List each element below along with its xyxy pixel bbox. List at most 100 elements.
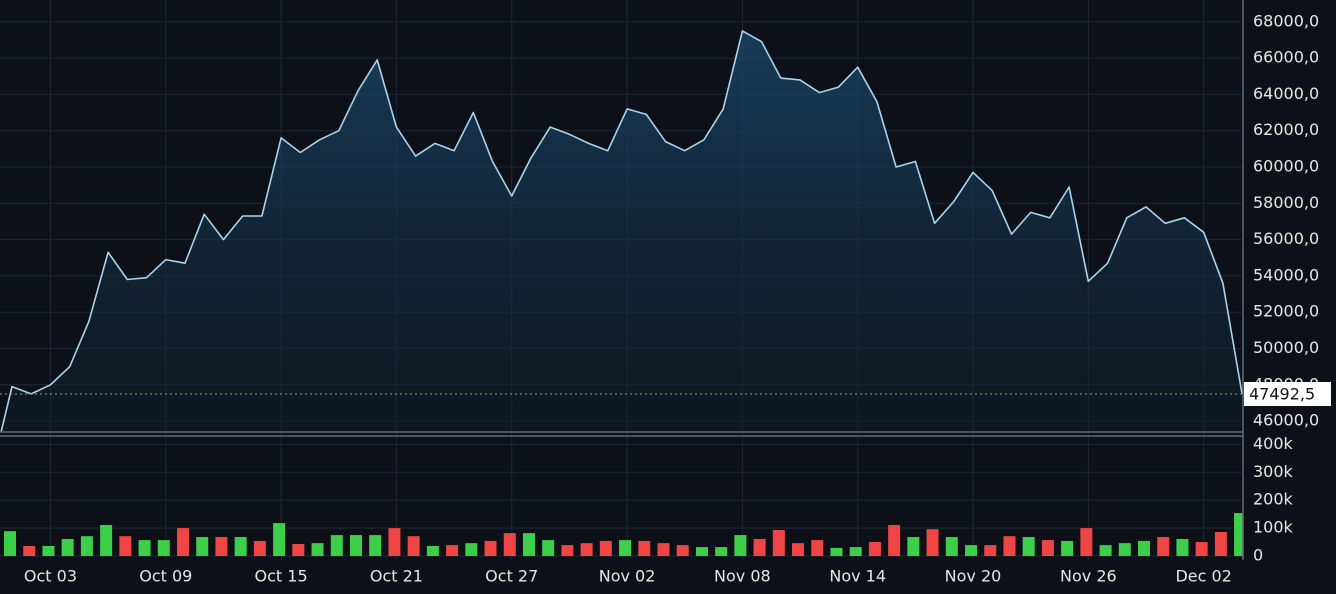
x-tick-label: Nov 02 <box>599 567 656 586</box>
volume-bar <box>138 540 151 556</box>
volume-bar <box>984 545 997 556</box>
volume-bar <box>446 545 459 556</box>
y-tick-label: 200k <box>1253 490 1294 509</box>
x-tick-label: Oct 21 <box>370 567 423 586</box>
volume-bar <box>965 545 978 556</box>
volume-bar <box>1214 532 1227 556</box>
volume-bar <box>1080 528 1093 556</box>
y-tick-label: 52000,0 <box>1253 302 1319 321</box>
x-tick-label: Nov 08 <box>714 567 771 586</box>
volume-bar <box>695 547 708 556</box>
volume-bar <box>945 537 958 556</box>
y-tick-label: 68000,0 <box>1253 11 1319 30</box>
volume-bar <box>1061 540 1074 556</box>
volume-bar <box>503 533 516 556</box>
y-tick-label: 58000,0 <box>1253 193 1319 212</box>
y-tick-label: 300k <box>1253 462 1294 481</box>
volume-bar <box>830 547 843 556</box>
volume-bar <box>234 537 247 556</box>
volume-bar <box>734 535 747 556</box>
y-tick-label: 64000,0 <box>1253 84 1319 103</box>
volume-bar <box>1022 537 1035 556</box>
last-price-box <box>1244 382 1331 407</box>
volume-bar <box>349 535 362 556</box>
volume-bar <box>638 540 651 556</box>
volume-bar <box>1176 538 1189 556</box>
y-tick-label: 100k <box>1253 518 1294 537</box>
volume-bar <box>792 543 805 556</box>
volume-bar <box>253 540 266 556</box>
volume-bar <box>465 543 478 556</box>
volume-bar <box>61 538 74 556</box>
volume-bar <box>676 545 689 556</box>
volume-bar <box>4 531 17 556</box>
volume-bar <box>599 540 612 556</box>
x-tick-label: Nov 26 <box>1060 567 1117 586</box>
x-tick-label: Oct 03 <box>24 567 77 586</box>
y-tick-label: 400k <box>1253 434 1294 453</box>
volume-bar <box>811 540 824 556</box>
volume-bar <box>715 547 728 556</box>
volume-bar <box>23 545 36 556</box>
volume-bar <box>369 535 382 556</box>
labels: Oct 03 Oct 09 Oct 15 Oct 21 Oct 27 Nov 02 Nov … <box>0 11 1331 586</box>
volume-panel <box>4 513 1243 556</box>
volume-bar <box>888 525 901 556</box>
volume-bar <box>388 528 401 556</box>
volume-bar <box>330 535 343 556</box>
area <box>0 30 1243 432</box>
volume-bar <box>1157 537 1170 556</box>
y-tick-label: 56000,0 <box>1253 229 1319 248</box>
x-tick-label: Nov 20 <box>945 567 1002 586</box>
volume-bar <box>619 540 632 556</box>
y-tick-label: 54000,0 <box>1253 265 1319 284</box>
volume-bar <box>926 529 939 556</box>
volume-bar <box>868 542 881 556</box>
x-tick-label: Dec 02 <box>1175 567 1231 586</box>
x-tick-label: Oct 09 <box>139 567 192 586</box>
volume-bar <box>522 533 535 556</box>
volume-bar <box>42 545 55 556</box>
volume-bar <box>772 530 785 556</box>
volume-bar <box>1041 540 1054 556</box>
volume-bar <box>484 540 497 556</box>
volume-bar <box>100 525 113 556</box>
volume-bar <box>1234 513 1243 556</box>
x-tick-label: Oct 15 <box>255 567 308 586</box>
volume-bar <box>311 543 324 556</box>
price-panel <box>0 30 1243 432</box>
volume-bar <box>1138 540 1150 556</box>
y-tick-label: 66000,0 <box>1253 48 1319 67</box>
x-tick-label: Nov 14 <box>829 567 886 586</box>
y-tick-label: 60000,0 <box>1253 156 1319 175</box>
volume-bar <box>849 547 862 556</box>
volume-bar <box>561 545 574 556</box>
volume-bar <box>177 528 189 556</box>
volume-bar <box>157 540 170 556</box>
volume-bar <box>1195 542 1208 556</box>
y-tick-label: 46000,0 <box>1253 411 1319 430</box>
volume-bar <box>407 536 420 556</box>
volume-bar <box>426 545 439 556</box>
x-tick-label: Oct 27 <box>485 567 538 586</box>
y-tick-label: 50000,0 <box>1253 338 1319 357</box>
volume-bar <box>542 540 555 556</box>
volume-bar <box>580 543 593 556</box>
volume-bar <box>907 537 920 556</box>
volume-bar <box>196 537 209 556</box>
volume-bar <box>80 536 93 556</box>
volume-bar <box>657 543 670 556</box>
volume-bar <box>1118 543 1131 556</box>
volume-bar <box>119 536 132 556</box>
y-tick-label: 62000,0 <box>1253 120 1319 139</box>
y-tick-label: 0 <box>1253 546 1263 565</box>
price-line <box>0 30 1243 432</box>
volume-bar <box>1003 536 1016 556</box>
last-price-label: 47492,5 <box>1249 385 1315 404</box>
volume-bar <box>1099 545 1112 556</box>
volume-bar <box>292 544 305 556</box>
volume-bar <box>273 523 286 556</box>
volume-bar <box>215 537 228 556</box>
volume-bar <box>753 538 766 556</box>
